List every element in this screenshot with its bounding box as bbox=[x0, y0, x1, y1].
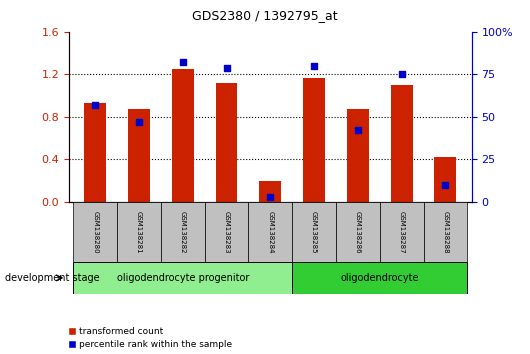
Text: GDS2380 / 1392795_at: GDS2380 / 1392795_at bbox=[192, 9, 338, 22]
Bar bbox=[172, 69, 193, 202]
Bar bbox=[205, 202, 249, 262]
Point bbox=[135, 119, 143, 125]
Bar bbox=[380, 202, 423, 262]
Text: GSM138285: GSM138285 bbox=[311, 211, 317, 253]
Text: oligodendrocyte progenitor: oligodendrocyte progenitor bbox=[117, 273, 249, 283]
Point bbox=[310, 63, 319, 69]
Bar bbox=[435, 157, 456, 202]
Bar bbox=[423, 202, 467, 262]
Text: development stage: development stage bbox=[5, 273, 100, 283]
Text: GSM138281: GSM138281 bbox=[136, 211, 142, 253]
Bar bbox=[73, 262, 292, 294]
Bar bbox=[347, 109, 369, 202]
Point bbox=[266, 194, 275, 200]
Text: oligodendrocyte: oligodendrocyte bbox=[340, 273, 419, 283]
Text: GSM138282: GSM138282 bbox=[180, 211, 186, 253]
Text: GSM138280: GSM138280 bbox=[92, 211, 98, 253]
Bar bbox=[391, 85, 412, 202]
Point bbox=[179, 59, 187, 65]
Text: GSM138288: GSM138288 bbox=[443, 211, 448, 253]
Bar bbox=[249, 202, 292, 262]
Bar bbox=[161, 202, 205, 262]
Text: GSM138283: GSM138283 bbox=[224, 211, 229, 253]
Text: GSM138286: GSM138286 bbox=[355, 211, 361, 253]
Bar bbox=[117, 202, 161, 262]
Bar bbox=[303, 78, 325, 202]
Bar bbox=[292, 262, 467, 294]
Bar bbox=[128, 109, 150, 202]
Bar bbox=[292, 202, 336, 262]
Text: GSM138284: GSM138284 bbox=[267, 211, 273, 253]
Point bbox=[441, 182, 449, 188]
Legend: transformed count, percentile rank within the sample: transformed count, percentile rank withi… bbox=[68, 327, 232, 349]
Bar bbox=[73, 202, 117, 262]
Bar bbox=[259, 181, 281, 202]
Bar bbox=[336, 202, 380, 262]
Point bbox=[354, 127, 362, 133]
Point bbox=[398, 72, 406, 77]
Text: GSM138287: GSM138287 bbox=[399, 211, 404, 253]
Bar bbox=[84, 103, 106, 202]
Bar bbox=[216, 83, 237, 202]
Point bbox=[91, 102, 100, 108]
Point bbox=[222, 65, 231, 70]
